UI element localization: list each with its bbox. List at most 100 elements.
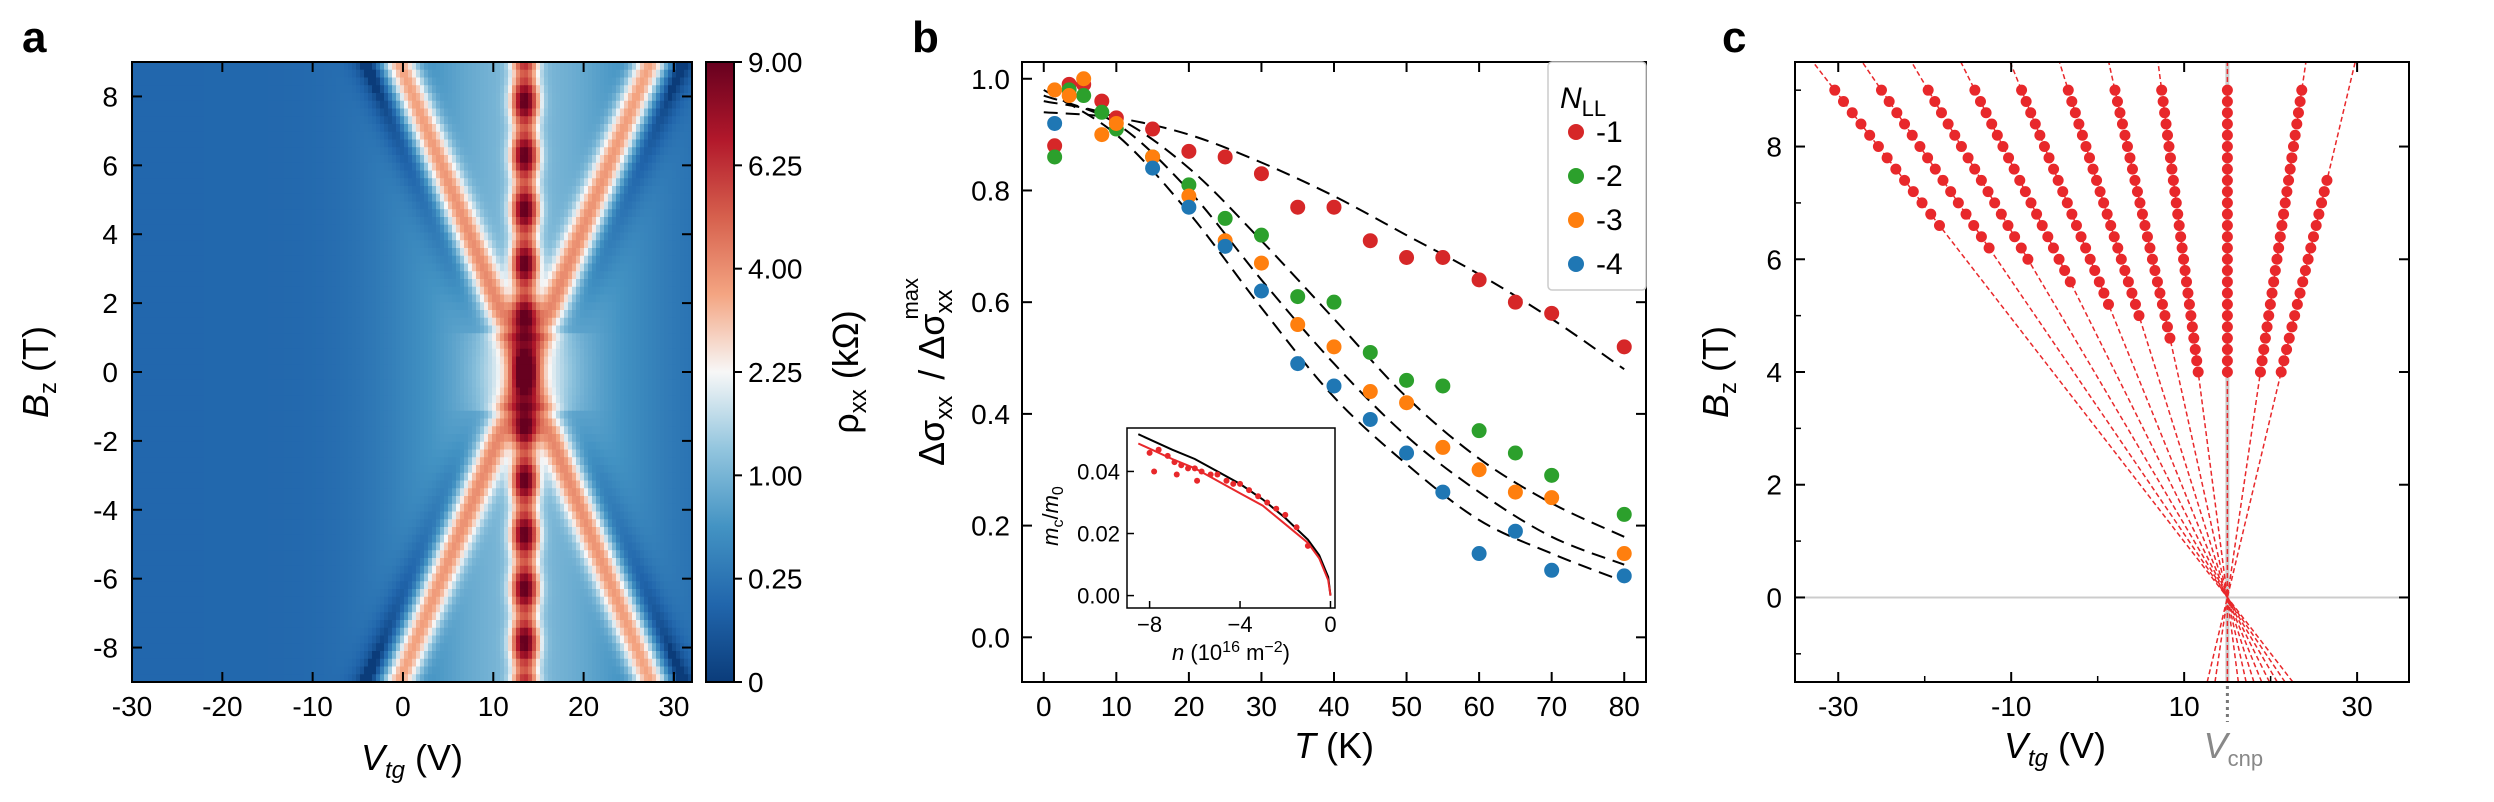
heatmap-cell [412,162,417,172]
heatmap-cell [612,224,617,234]
heatmap-cell [512,240,517,249]
heatmap-cell [176,162,181,172]
heatmap-cell [680,325,685,334]
heatmap-cell [600,310,605,319]
heatmap-cell [148,139,153,148]
heatmap-cell [232,232,237,241]
heatmap-cell [208,131,213,141]
heatmap-cell [560,232,565,241]
heatmap-cell [160,77,165,86]
heatmap-cell [208,178,213,187]
heatmap-cell [288,170,293,179]
heatmap-cell [588,263,593,272]
heatmap-cell [488,209,493,218]
heatmap-cell [488,271,493,280]
heatmap-cell [212,147,217,156]
heatmap-cell [568,85,573,94]
heatmap-cell [584,186,589,195]
heatmap-cell [576,255,581,265]
heatmap-cell [332,85,337,94]
heatmap-cell [620,232,625,241]
heatmap-cell [676,155,681,164]
heatmap-cell [240,255,245,265]
heatmap-cell [228,209,233,218]
heatmap-cell [412,255,417,265]
heatmap-cell [408,232,413,241]
heatmap-cell [396,294,401,303]
heatmap-cell [620,77,625,86]
heatmap-cell [632,62,637,71]
heatmap-cell [280,286,285,296]
heatmap-cell [648,77,653,86]
heatmap-cell [456,116,461,125]
heatmap-cell [208,279,213,288]
heatmap-cell [624,108,629,117]
heatmap-cell [688,155,692,164]
heatmap-cell [360,325,365,334]
heatmap-cell [352,224,357,234]
heatmap-cell [668,155,673,164]
heatmap-cell [396,255,401,265]
heatmap-cell [484,85,489,94]
heatmap-cell [468,69,473,79]
heatmap-cell [268,162,273,172]
heatmap-cell [156,108,161,117]
heatmap-cell [496,232,501,241]
heatmap-cell [276,69,281,79]
heatmap-cell [552,217,557,226]
heatmap-cell [228,77,233,86]
heatmap-cell [352,310,357,319]
heatmap-cell [408,100,413,110]
heatmap-cell [240,201,245,210]
heatmap-cell [464,255,469,265]
heatmap-cell [544,100,549,110]
heatmap-cell [620,186,625,195]
heatmap-cell [148,224,153,234]
heatmap-cell [592,217,597,226]
heatmap-cell [272,139,277,148]
heatmap-cell [148,325,153,334]
heatmap-cell [456,131,461,141]
heatmap-cell [464,217,469,226]
heatmap-cell [420,224,425,234]
heatmap-cell [652,201,657,210]
heatmap-cell [148,310,153,319]
heatmap-cell [484,193,489,203]
heatmap-cell [540,77,545,86]
heatmap-cell [304,294,309,303]
heatmap-cell [356,271,361,280]
heatmap-cell [332,147,337,156]
heatmap-cell [168,217,173,226]
heatmap-cell [536,100,541,110]
heatmap-cell [488,178,493,187]
heatmap-cell [312,248,317,257]
heatmap-cell [432,69,437,79]
heatmap-cell [628,310,633,319]
heatmap-cell [356,85,361,94]
heatmap-cell [296,325,301,334]
heatmap-cell [672,77,677,86]
heatmap-cell [684,224,689,234]
heatmap-cell [648,271,653,280]
heatmap-cell [172,170,177,179]
heatmap-cell [680,100,685,110]
heatmap-cell [676,279,681,288]
heatmap-cell [460,186,465,195]
heatmap-cell [364,147,369,156]
heatmap-cell [620,116,625,125]
heatmap-cell [652,62,657,71]
heatmap-cell [512,224,517,234]
heatmap-cell [244,317,249,327]
heatmap-cell [228,310,233,319]
heatmap-cell [572,124,577,133]
heatmap-cell [636,255,641,265]
heatmap-cell [352,108,357,117]
heatmap-cell [372,248,377,257]
heatmap-cell [560,201,565,210]
heatmap-cell [420,271,425,280]
heatmap-cell [152,302,157,311]
heatmap-cell [504,209,509,218]
heatmap-cell [548,124,553,133]
heatmap-cell [380,201,385,210]
heatmap-cell [408,116,413,125]
